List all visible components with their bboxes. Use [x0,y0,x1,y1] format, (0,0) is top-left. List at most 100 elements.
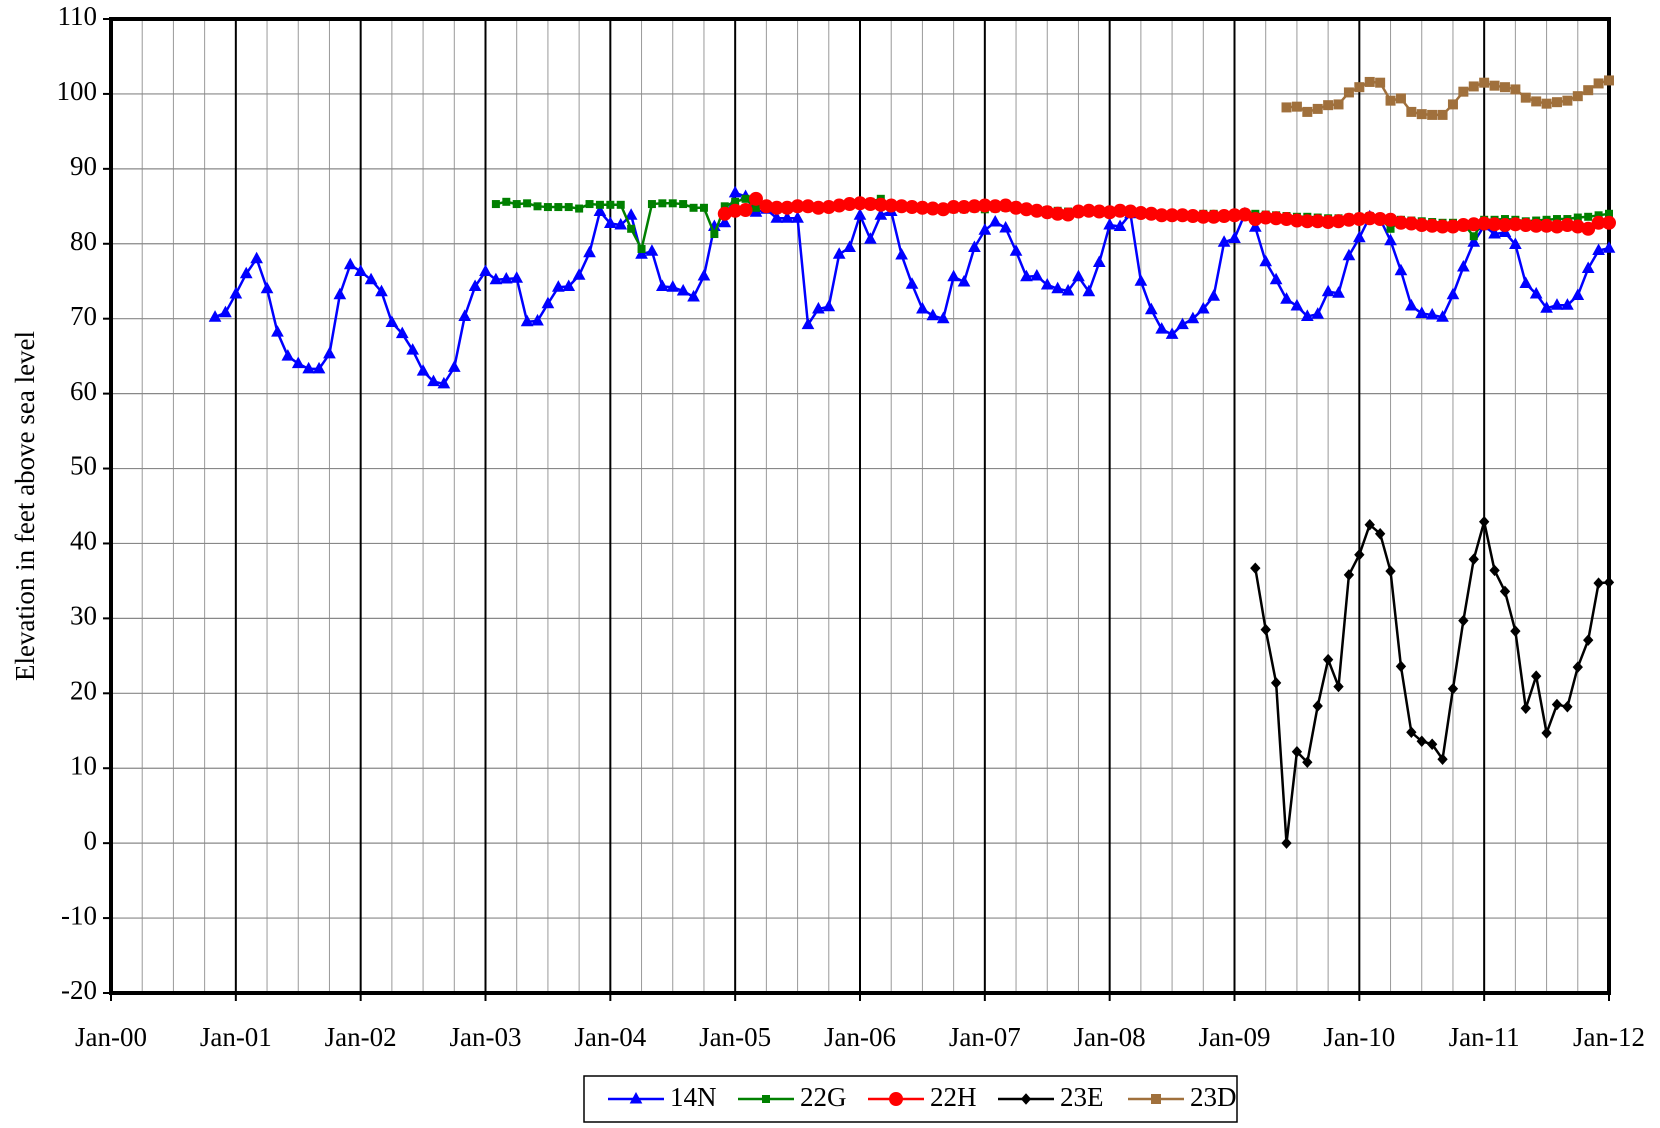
marker [1426,738,1438,751]
x-tick-label: Jan-02 [325,1022,397,1052]
marker [1593,577,1604,589]
marker [491,200,500,209]
marker [1531,96,1542,107]
y-tick-label: 50 [70,451,97,481]
marker [1458,86,1469,97]
marker [1447,99,1458,110]
x-tick-label: Jan-04 [574,1022,646,1052]
x-tick-label: Jan-08 [1074,1022,1146,1052]
marker [1332,286,1345,298]
y-axis-title: Elevation in feet above sea level [10,331,40,681]
marker [1415,306,1429,318]
marker [291,356,305,369]
marker [499,271,513,284]
plot-border [109,17,1611,995]
marker [406,343,420,355]
marker [812,301,825,314]
marker [968,240,981,253]
y-tick-label: 90 [70,151,97,181]
marker [1395,660,1407,673]
marker [458,309,472,321]
marker [1342,248,1356,261]
marker [343,257,357,270]
marker [1468,553,1479,565]
y-tick-label: 60 [70,376,97,406]
x-tick-label: Jan-01 [200,1022,272,1052]
marker [1040,277,1054,290]
marker [957,274,971,287]
marker [416,364,430,376]
marker [1134,274,1148,286]
marker [1551,97,1562,108]
marker [1020,269,1033,282]
marker [1583,85,1594,96]
marker [1458,614,1469,627]
marker [1520,702,1531,715]
marker [302,361,315,374]
marker [489,272,503,285]
marker [1457,259,1470,272]
legend-label: 22G [800,1082,847,1112]
y-tick-label: 20 [70,676,97,706]
marker [1437,109,1448,120]
marker [437,376,451,389]
marker [551,280,565,292]
marker [502,197,511,206]
marker [395,326,409,339]
marker [1469,232,1478,241]
marker [687,289,700,302]
marker [738,203,753,218]
marker [1176,317,1189,330]
x-tick-label: Jan-10 [1323,1022,1395,1052]
marker [1113,219,1127,232]
marker [595,200,604,209]
y-tick-label: 70 [70,301,97,331]
marker [864,232,877,244]
marker [1602,215,1616,230]
marker [1447,683,1459,695]
marker [1581,221,1596,236]
marker [1446,287,1460,300]
marker [229,286,243,299]
marker [916,301,929,314]
marker [1395,93,1406,104]
marker [312,361,326,374]
y-tick-label: 110 [58,1,98,31]
marker [1541,98,1552,109]
marker [533,202,542,211]
marker [1489,564,1500,577]
marker [679,200,688,209]
marker [1269,272,1283,285]
marker [718,215,732,228]
legend-label: 14N [670,1082,717,1112]
x-tick-label: Jan-07 [949,1022,1021,1052]
marker [656,279,669,291]
marker [1092,255,1106,267]
marker [762,1095,770,1103]
marker [1604,75,1614,86]
marker [1416,735,1427,748]
marker [1520,92,1531,103]
marker [1510,84,1521,95]
marker [1374,527,1386,540]
marker [1489,80,1500,91]
marker [1519,276,1533,288]
marker [1311,307,1325,319]
marker [1385,95,1396,106]
marker [1260,623,1271,636]
marker [1072,269,1085,282]
marker [1561,298,1574,310]
marker [1405,298,1418,311]
marker [323,346,336,359]
marker [512,200,521,209]
marker [616,200,625,209]
marker [239,266,253,279]
marker [832,247,846,259]
marker [1302,756,1313,768]
marker [1583,634,1594,646]
marker [1155,322,1169,334]
marker [624,208,638,220]
marker [1250,562,1261,574]
marker [1207,289,1221,301]
